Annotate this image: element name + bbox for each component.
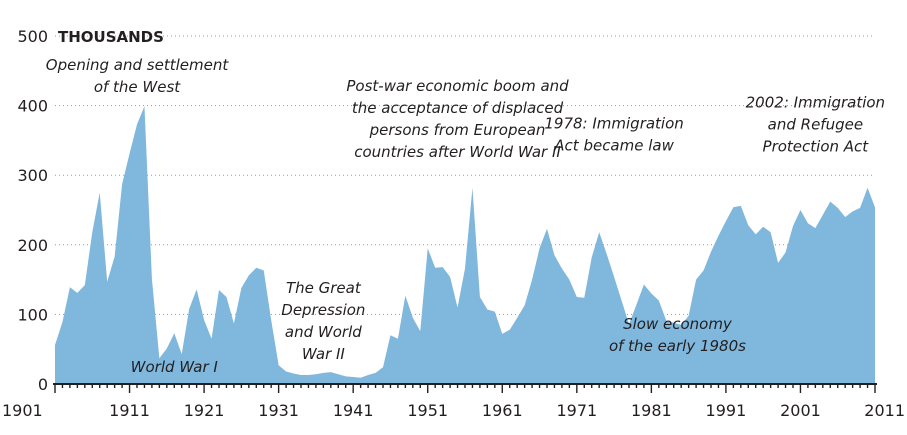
annotation: Slow economy of the early 1980s — [609, 315, 746, 355]
annotation-line: Protection Act — [763, 138, 870, 156]
x-tick-label: 1901 — [2, 401, 43, 420]
annotation: 1978: Immigration Act became law — [544, 115, 683, 155]
annotation-line: 1978: Immigration — [544, 115, 683, 133]
annotation-line: The Great — [286, 279, 362, 297]
x-tick-label: 1981 — [631, 401, 672, 420]
annotation: Opening and settlement of the West — [46, 56, 230, 96]
annotation-line: and World — [285, 323, 362, 341]
x-tick-label: 1971 — [556, 401, 597, 420]
immigration-area — [55, 106, 875, 385]
y-tick-label: 200 — [17, 236, 48, 255]
y-units-label: THOUSANDS — [58, 28, 164, 46]
y-tick-label: 100 — [17, 305, 48, 324]
annotation: 2002: Immigration and Refugee Protection A… — [746, 94, 885, 156]
annotation-line: of the West — [94, 78, 181, 96]
x-tick-label: 1911 — [109, 401, 150, 420]
x-tick-label: 1961 — [482, 401, 523, 420]
annotation-line: of the early 1980s — [609, 337, 746, 355]
annotation-line: Slow economy — [623, 315, 733, 333]
y-tick-label: 400 — [17, 97, 48, 116]
annotation-line: War II — [302, 345, 346, 363]
axes: 0 100 200 300 400 500 1901 1911 1921 1931 1941 1951… — [2, 27, 905, 420]
annotation-line: Opening and settlement — [46, 56, 230, 74]
annotation-line: Post-war economic boom and — [346, 77, 569, 95]
annotation-line: 2002: Immigration — [746, 94, 885, 112]
x-tick-label: 2001 — [780, 401, 821, 420]
x-tick-label: 1991 — [706, 401, 747, 420]
x-tick-label: 1931 — [258, 401, 299, 420]
x-tick-label: 1951 — [407, 401, 448, 420]
y-tick-label: 0 — [38, 375, 48, 394]
x-tick-label: 1921 — [184, 401, 225, 420]
annotation-line: countries after World War II — [354, 143, 561, 161]
annotation-line: and Refugee — [768, 116, 863, 134]
annotation-line: persons from European — [369, 121, 546, 139]
x-tick-label: 2011 — [864, 401, 905, 420]
annotation-line: World War I — [131, 358, 219, 376]
annotation: Post-war economic boom and the acceptance… — [346, 77, 569, 161]
annotation: The Great Depression and World War II — [281, 279, 365, 363]
y-tick-label: 500 — [17, 27, 48, 46]
annotations: Opening and settlement of the West World W… — [46, 56, 885, 376]
x-tick-label: 1941 — [333, 401, 374, 420]
annotation: World War I — [131, 358, 219, 376]
annotation-line: Act became law — [553, 137, 674, 155]
annotation-line: Depression — [281, 301, 365, 319]
annotation-line: the acceptance of displaced — [352, 99, 564, 117]
y-tick-label: 300 — [17, 166, 48, 185]
area-series — [55, 106, 875, 385]
